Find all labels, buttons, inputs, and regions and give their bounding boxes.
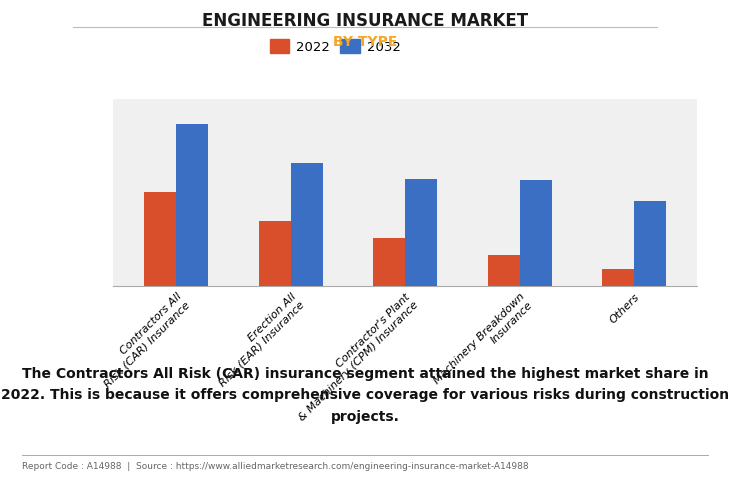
Bar <box>488 255 520 286</box>
Text: The Contractors All Risk (CAR) insurance segment attained the highest market sha: The Contractors All Risk (CAR) insurance… <box>1 367 729 423</box>
Bar <box>144 192 176 286</box>
Bar <box>520 180 552 286</box>
Bar <box>634 201 666 286</box>
Bar <box>291 163 323 286</box>
Bar <box>176 124 208 286</box>
Legend: 2022, 2032: 2022, 2032 <box>264 34 406 59</box>
Bar <box>602 269 634 286</box>
Bar <box>258 221 291 286</box>
Bar <box>405 178 437 286</box>
Bar <box>373 238 405 286</box>
Text: Report Code : A14988  |  Source : https://www.alliedmarketresearch.com/engineeri: Report Code : A14988 | Source : https://… <box>22 462 529 471</box>
Text: BY TYPE: BY TYPE <box>333 35 397 48</box>
Text: ENGINEERING INSURANCE MARKET: ENGINEERING INSURANCE MARKET <box>202 12 528 31</box>
